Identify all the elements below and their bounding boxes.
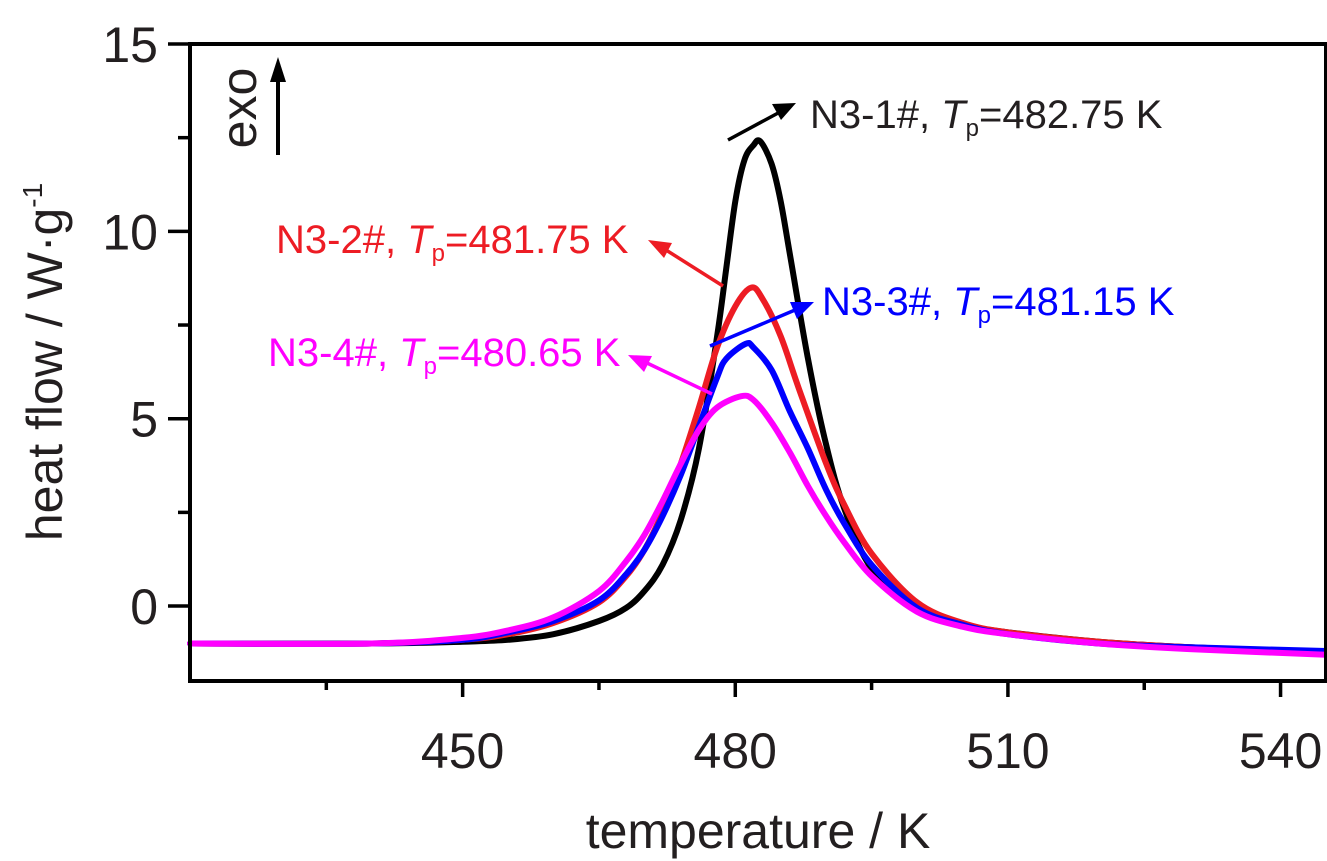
series-label-s3: N3-3#, Tp=481.15 K	[822, 280, 1175, 329]
y-axis-title: heat flow / W·g-1	[17, 183, 73, 541]
annotation-arrows	[628, 103, 814, 396]
y-tick-label: 0	[130, 579, 158, 635]
series-line-s4	[187, 392, 1327, 658]
annotation-arrow-s2	[648, 240, 724, 288]
y-tick-label: 10	[102, 204, 158, 260]
exo-label: exo	[211, 68, 267, 149]
x-axis-title: temperature / K	[586, 803, 931, 859]
x-tick-label: 540	[1239, 723, 1322, 779]
series-label-s2: N3-2#, Tp=481.75 K	[276, 218, 629, 267]
plot-frame	[188, 42, 1327, 683]
exo-indicator: exo	[211, 57, 286, 155]
y-tick-label: 15	[102, 17, 158, 73]
series-line-s3	[187, 339, 1327, 654]
series-label-s4: N3-4#, Tp=480.65 K	[268, 331, 621, 380]
annotation-arrow-s3	[709, 302, 814, 348]
annotation-arrow-s4	[628, 355, 713, 396]
x-tick-label: 510	[966, 723, 1049, 779]
exo-arrowhead-icon	[270, 57, 286, 82]
series-layer	[187, 137, 1327, 658]
annotation-arrow-s1	[727, 103, 796, 142]
series-label-s1: N3-1#, Tp=482.75 K	[810, 93, 1163, 142]
x-tick-label: 480	[694, 723, 777, 779]
svg-text:heat flow / W·g-1: heat flow / W·g-1	[17, 183, 73, 541]
y-tick-label: 5	[130, 392, 158, 448]
x-tick-label: 450	[421, 723, 504, 779]
